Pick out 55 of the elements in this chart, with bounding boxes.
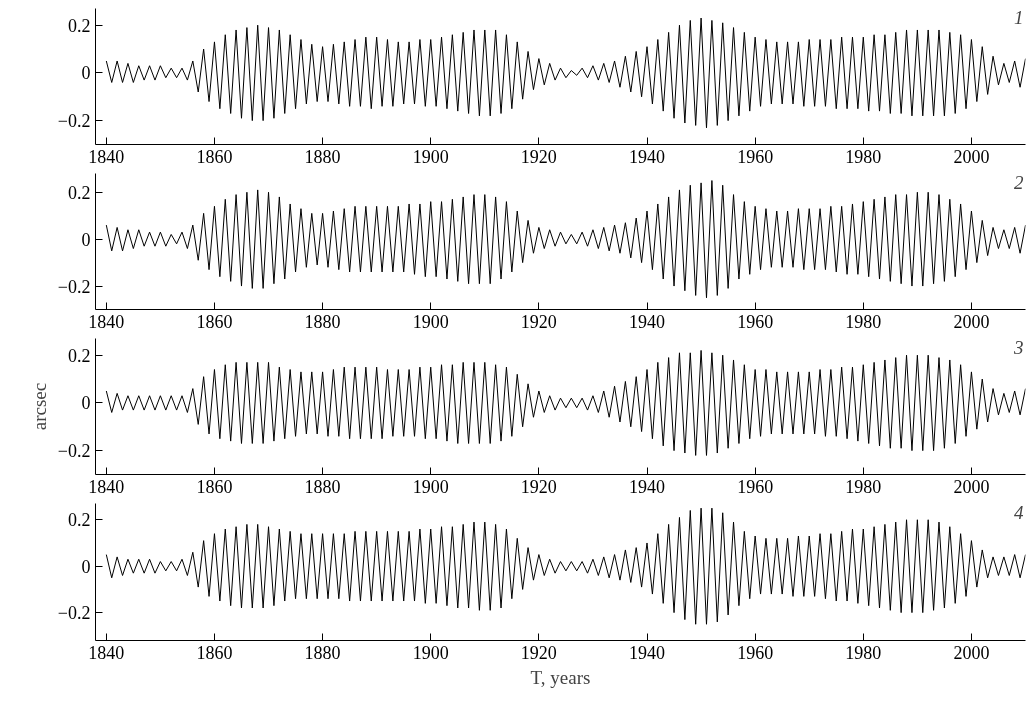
x-tick-label: 1980 <box>845 476 882 497</box>
x-tick-label: 2000 <box>953 311 990 332</box>
y-tick-label: 0.2 <box>68 15 91 36</box>
x-tick-label: 1920 <box>520 146 557 167</box>
y-tick-label: 0 <box>81 63 91 84</box>
x-tick-label: 1980 <box>845 642 882 663</box>
x-tick-label: 1940 <box>629 642 666 663</box>
y-tick-label: −0.2 <box>57 441 91 462</box>
x-tick-label: 1960 <box>737 311 774 332</box>
x-tick-label: 1840 <box>88 476 125 497</box>
x-tick-label: 1860 <box>196 642 233 663</box>
x-tick-label: 1840 <box>88 311 125 332</box>
x-axis-title: T, years <box>530 666 591 688</box>
annotation: 4 <box>1014 501 1024 523</box>
line-series <box>105 507 1026 625</box>
x-tick-label: 1840 <box>88 146 125 167</box>
x-tick-label: 1960 <box>737 146 774 167</box>
x-tick-label: 1880 <box>304 476 341 497</box>
annotation: 1 <box>1014 6 1024 28</box>
x-tick-label: 1900 <box>412 311 449 332</box>
x-tick-label: 1880 <box>304 146 341 167</box>
x-tick-label: 1920 <box>520 476 557 497</box>
x-tick-label: 2000 <box>953 146 990 167</box>
x-tick-label: 1940 <box>629 476 666 497</box>
annotation: 2 <box>1014 171 1024 193</box>
y-axis-title: arcsec <box>28 382 50 431</box>
y-tick-label: 0 <box>81 556 91 577</box>
x-tick-label: 1880 <box>304 311 341 332</box>
x-tick-label: 1900 <box>412 146 449 167</box>
x-tick-label: 1920 <box>520 642 557 663</box>
x-tick-label: 1920 <box>520 311 557 332</box>
x-tick-label: 1980 <box>845 311 882 332</box>
y-tick-label: 0 <box>81 393 91 414</box>
x-tick-label: 1840 <box>88 642 125 663</box>
y-tick-label: 0 <box>81 229 91 250</box>
x-tick-label: 1900 <box>412 476 449 497</box>
x-tick-label: 1960 <box>737 642 774 663</box>
y-tick-label: 0.2 <box>68 182 91 203</box>
x-tick-label: 1880 <box>304 642 341 663</box>
x-tick-label: 1900 <box>412 642 449 663</box>
x-tick-label: 1980 <box>845 146 882 167</box>
x-tick-label: 2000 <box>953 476 990 497</box>
y-tick-label: 0.2 <box>68 345 91 366</box>
x-tick-label: 1940 <box>629 311 666 332</box>
x-tick-label: 1960 <box>737 476 774 497</box>
y-tick-label: −0.2 <box>57 603 91 624</box>
x-tick-label: 1860 <box>196 146 233 167</box>
y-tick-label: 0.2 <box>68 510 91 531</box>
annotation: 3 <box>1013 336 1024 358</box>
y-tick-label: −0.2 <box>57 111 91 132</box>
x-tick-label: 1860 <box>196 311 233 332</box>
y-tick-label: −0.2 <box>57 276 91 297</box>
x-tick-label: 1860 <box>196 476 233 497</box>
x-tick-label: 2000 <box>953 642 990 663</box>
x-tick-label: 1940 <box>629 146 666 167</box>
